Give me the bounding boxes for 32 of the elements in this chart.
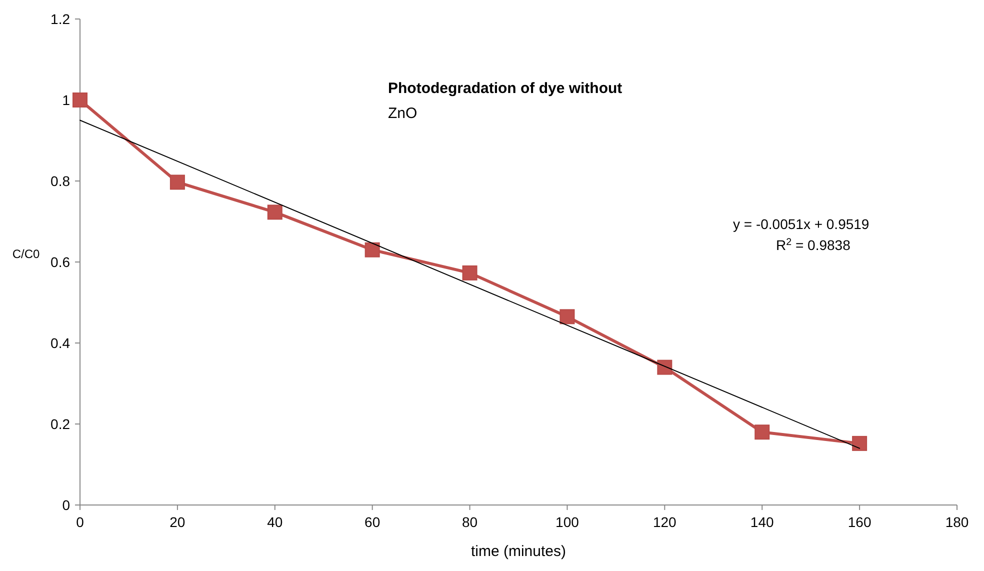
- annotation: R$^{2}$ = 0.9838: [776, 236, 851, 253]
- x-tick-label: 40: [267, 514, 283, 530]
- point: [852, 436, 868, 451]
- y-tick-label: 1: [62, 92, 70, 108]
- point: [170, 174, 185, 190]
- x-tick-label: 160: [848, 514, 872, 530]
- x-tick-label: 60: [364, 514, 380, 530]
- point: [462, 265, 478, 280]
- point: [267, 204, 282, 220]
- text: ZnO: [388, 105, 418, 122]
- y-tick-label: 0.6: [50, 254, 70, 270]
- annotation: y = -0.0051x + 0.9519: [733, 216, 870, 232]
- y-tick-label: 1.2: [50, 10, 70, 27]
- point: [754, 424, 770, 440]
- x-axis-title: time (minutes): [470, 543, 566, 560]
- y-tick-label: 0: [62, 496, 70, 513]
- x-tick-label: 80: [462, 514, 478, 530]
- point: [364, 242, 380, 258]
- y-tick-label: 0.8: [50, 172, 70, 189]
- text: Photodegradation of dye without: [388, 80, 622, 97]
- x-tick-label: 180: [945, 514, 969, 530]
- x-tick-label: 0: [76, 514, 84, 530]
- point: [657, 360, 672, 375]
- x-tick-label: 20: [170, 514, 186, 530]
- y-tick-label: 0.2: [50, 416, 70, 432]
- y-tick-label: 0.4: [50, 334, 70, 351]
- x-tick-label: 100: [556, 514, 580, 530]
- x-tick-label: 120: [652, 514, 677, 530]
- y-axis-title: C/C0: [12, 247, 40, 261]
- x-tick-label: 140: [750, 514, 774, 530]
- point: [560, 309, 575, 324]
- point: [72, 92, 88, 108]
